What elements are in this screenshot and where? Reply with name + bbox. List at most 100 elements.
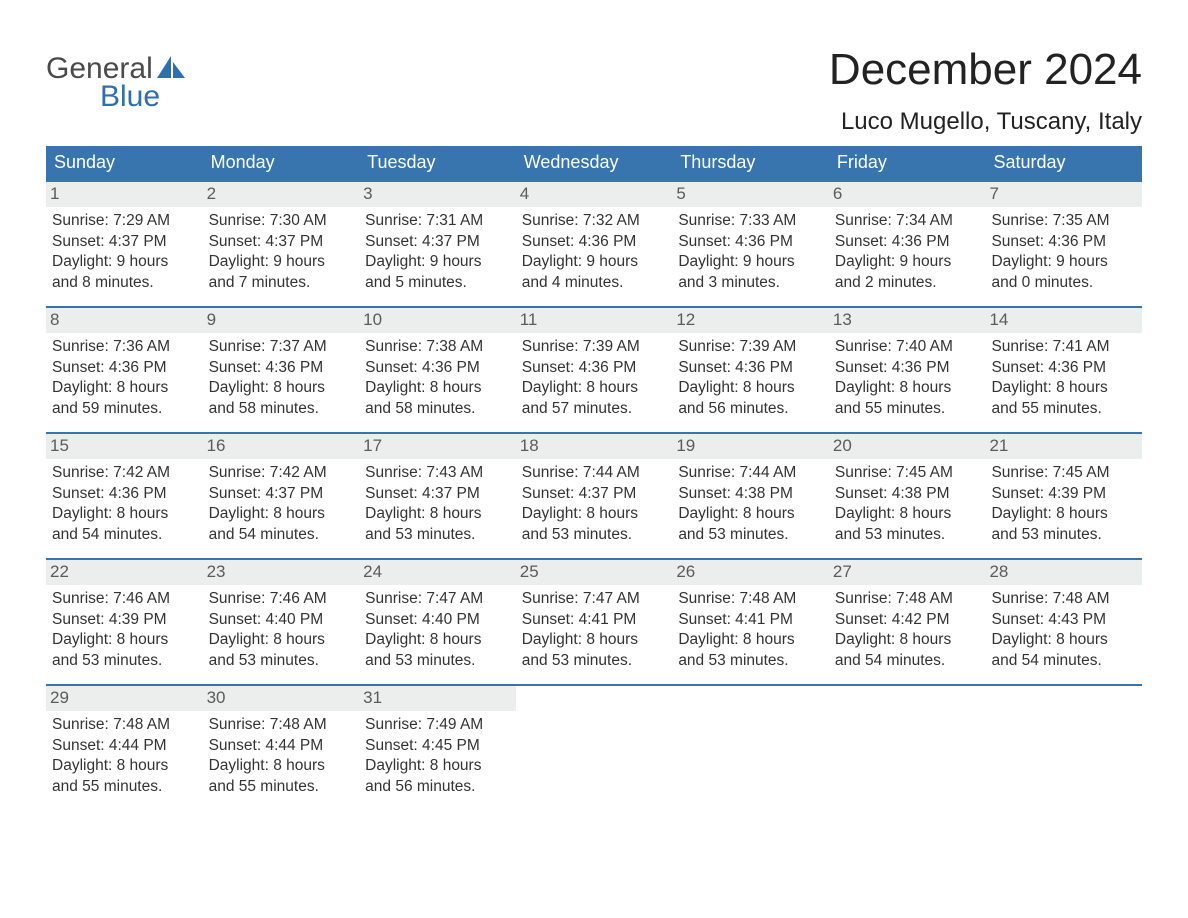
- day-cell: 24Sunrise: 7:47 AMSunset: 4:40 PMDayligh…: [359, 560, 516, 684]
- day-body: Sunrise: 7:30 AMSunset: 4:37 PMDaylight:…: [209, 211, 354, 293]
- day-body: Sunrise: 7:49 AMSunset: 4:45 PMDaylight:…: [365, 715, 510, 797]
- day-sunset: Sunset: 4:36 PM: [835, 232, 980, 252]
- brand-line2: Blue: [100, 82, 160, 112]
- day-number: 4: [516, 182, 673, 207]
- day-d1: Daylight: 9 hours: [52, 252, 197, 272]
- day-sunset: Sunset: 4:36 PM: [52, 484, 197, 504]
- day-number: 7: [985, 182, 1142, 207]
- day-sunset: Sunset: 4:40 PM: [209, 610, 354, 630]
- day-d2: and 53 minutes.: [52, 651, 197, 671]
- day-body: Sunrise: 7:47 AMSunset: 4:41 PMDaylight:…: [522, 589, 667, 671]
- day-d1: Daylight: 8 hours: [209, 378, 354, 398]
- day-body: Sunrise: 7:44 AMSunset: 4:37 PMDaylight:…: [522, 463, 667, 545]
- day-sunset: Sunset: 4:37 PM: [52, 232, 197, 252]
- day-sunrise: Sunrise: 7:48 AM: [835, 589, 980, 609]
- day-body: Sunrise: 7:35 AMSunset: 4:36 PMDaylight:…: [991, 211, 1136, 293]
- location: Luco Mugello, Tuscany, Italy: [829, 108, 1142, 136]
- day-d1: Daylight: 8 hours: [835, 504, 980, 524]
- day-d1: Daylight: 8 hours: [365, 504, 510, 524]
- dow-cell: Wednesday: [516, 146, 673, 180]
- day-sunset: Sunset: 4:36 PM: [991, 232, 1136, 252]
- day-sunrise: Sunrise: 7:48 AM: [52, 715, 197, 735]
- day-sunset: Sunset: 4:37 PM: [209, 484, 354, 504]
- sail-icon: [157, 54, 187, 84]
- day-number: 25: [516, 560, 673, 585]
- title-block: December 2024 Luco Mugello, Tuscany, Ita…: [829, 46, 1142, 136]
- day-body: Sunrise: 7:42 AMSunset: 4:36 PMDaylight:…: [52, 463, 197, 545]
- day-number: 24: [359, 560, 516, 585]
- day-number: 8: [46, 308, 203, 333]
- dow-cell: Friday: [829, 146, 986, 180]
- day-d2: and 56 minutes.: [365, 777, 510, 797]
- day-cell: 9Sunrise: 7:37 AMSunset: 4:36 PMDaylight…: [203, 308, 360, 432]
- day-number: 19: [672, 434, 829, 459]
- weeks-container: 1Sunrise: 7:29 AMSunset: 4:37 PMDaylight…: [46, 180, 1142, 810]
- day-number: 22: [46, 560, 203, 585]
- day-body: Sunrise: 7:29 AMSunset: 4:37 PMDaylight:…: [52, 211, 197, 293]
- day-sunrise: Sunrise: 7:46 AM: [209, 589, 354, 609]
- day-body: Sunrise: 7:37 AMSunset: 4:36 PMDaylight:…: [209, 337, 354, 419]
- week-row: 29Sunrise: 7:48 AMSunset: 4:44 PMDayligh…: [46, 684, 1142, 810]
- empty-day-cell: [985, 686, 1142, 810]
- day-d1: Daylight: 8 hours: [52, 756, 197, 776]
- day-number: 18: [516, 434, 673, 459]
- day-number: 1: [46, 182, 203, 207]
- day-d1: Daylight: 8 hours: [522, 378, 667, 398]
- day-sunrise: Sunrise: 7:41 AM: [991, 337, 1136, 357]
- day-sunset: Sunset: 4:39 PM: [991, 484, 1136, 504]
- day-number: 12: [672, 308, 829, 333]
- day-sunrise: Sunrise: 7:43 AM: [365, 463, 510, 483]
- day-cell: 13Sunrise: 7:40 AMSunset: 4:36 PMDayligh…: [829, 308, 986, 432]
- day-d1: Daylight: 9 hours: [678, 252, 823, 272]
- day-sunrise: Sunrise: 7:45 AM: [835, 463, 980, 483]
- day-number: 17: [359, 434, 516, 459]
- day-sunrise: Sunrise: 7:36 AM: [52, 337, 197, 357]
- day-sunrise: Sunrise: 7:35 AM: [991, 211, 1136, 231]
- dow-cell: Monday: [203, 146, 360, 180]
- day-sunset: Sunset: 4:41 PM: [522, 610, 667, 630]
- day-body: Sunrise: 7:41 AMSunset: 4:36 PMDaylight:…: [991, 337, 1136, 419]
- day-d1: Daylight: 9 hours: [522, 252, 667, 272]
- day-number: 2: [203, 182, 360, 207]
- day-d1: Daylight: 8 hours: [991, 630, 1136, 650]
- day-cell: 31Sunrise: 7:49 AMSunset: 4:45 PMDayligh…: [359, 686, 516, 810]
- day-sunrise: Sunrise: 7:34 AM: [835, 211, 980, 231]
- week-row: 15Sunrise: 7:42 AMSunset: 4:36 PMDayligh…: [46, 432, 1142, 558]
- day-sunset: Sunset: 4:37 PM: [522, 484, 667, 504]
- day-d2: and 7 minutes.: [209, 273, 354, 293]
- dow-cell: Tuesday: [359, 146, 516, 180]
- day-cell: 29Sunrise: 7:48 AMSunset: 4:44 PMDayligh…: [46, 686, 203, 810]
- day-sunrise: Sunrise: 7:44 AM: [522, 463, 667, 483]
- day-d2: and 53 minutes.: [678, 525, 823, 545]
- day-d1: Daylight: 8 hours: [991, 378, 1136, 398]
- day-sunrise: Sunrise: 7:29 AM: [52, 211, 197, 231]
- day-sunset: Sunset: 4:36 PM: [835, 358, 980, 378]
- day-sunrise: Sunrise: 7:38 AM: [365, 337, 510, 357]
- day-number: 20: [829, 434, 986, 459]
- dow-cell: Thursday: [672, 146, 829, 180]
- day-number: 30: [203, 686, 360, 711]
- day-d2: and 53 minutes.: [209, 651, 354, 671]
- day-sunrise: Sunrise: 7:39 AM: [678, 337, 823, 357]
- day-body: Sunrise: 7:46 AMSunset: 4:40 PMDaylight:…: [209, 589, 354, 671]
- day-body: Sunrise: 7:34 AMSunset: 4:36 PMDaylight:…: [835, 211, 980, 293]
- day-sunset: Sunset: 4:36 PM: [991, 358, 1136, 378]
- day-of-week-row: SundayMondayTuesdayWednesdayThursdayFrid…: [46, 146, 1142, 180]
- dow-cell: Sunday: [46, 146, 203, 180]
- day-number: 3: [359, 182, 516, 207]
- day-d2: and 54 minutes.: [991, 651, 1136, 671]
- day-sunrise: Sunrise: 7:48 AM: [991, 589, 1136, 609]
- day-sunrise: Sunrise: 7:39 AM: [522, 337, 667, 357]
- day-sunset: Sunset: 4:36 PM: [678, 358, 823, 378]
- day-cell: 17Sunrise: 7:43 AMSunset: 4:37 PMDayligh…: [359, 434, 516, 558]
- dow-cell: Saturday: [985, 146, 1142, 180]
- day-d1: Daylight: 8 hours: [365, 378, 510, 398]
- week-row: 8Sunrise: 7:36 AMSunset: 4:36 PMDaylight…: [46, 306, 1142, 432]
- day-body: Sunrise: 7:48 AMSunset: 4:44 PMDaylight:…: [52, 715, 197, 797]
- day-sunrise: Sunrise: 7:47 AM: [522, 589, 667, 609]
- day-d2: and 4 minutes.: [522, 273, 667, 293]
- day-cell: 16Sunrise: 7:42 AMSunset: 4:37 PMDayligh…: [203, 434, 360, 558]
- day-d1: Daylight: 8 hours: [522, 630, 667, 650]
- day-body: Sunrise: 7:48 AMSunset: 4:44 PMDaylight:…: [209, 715, 354, 797]
- day-sunrise: Sunrise: 7:42 AM: [52, 463, 197, 483]
